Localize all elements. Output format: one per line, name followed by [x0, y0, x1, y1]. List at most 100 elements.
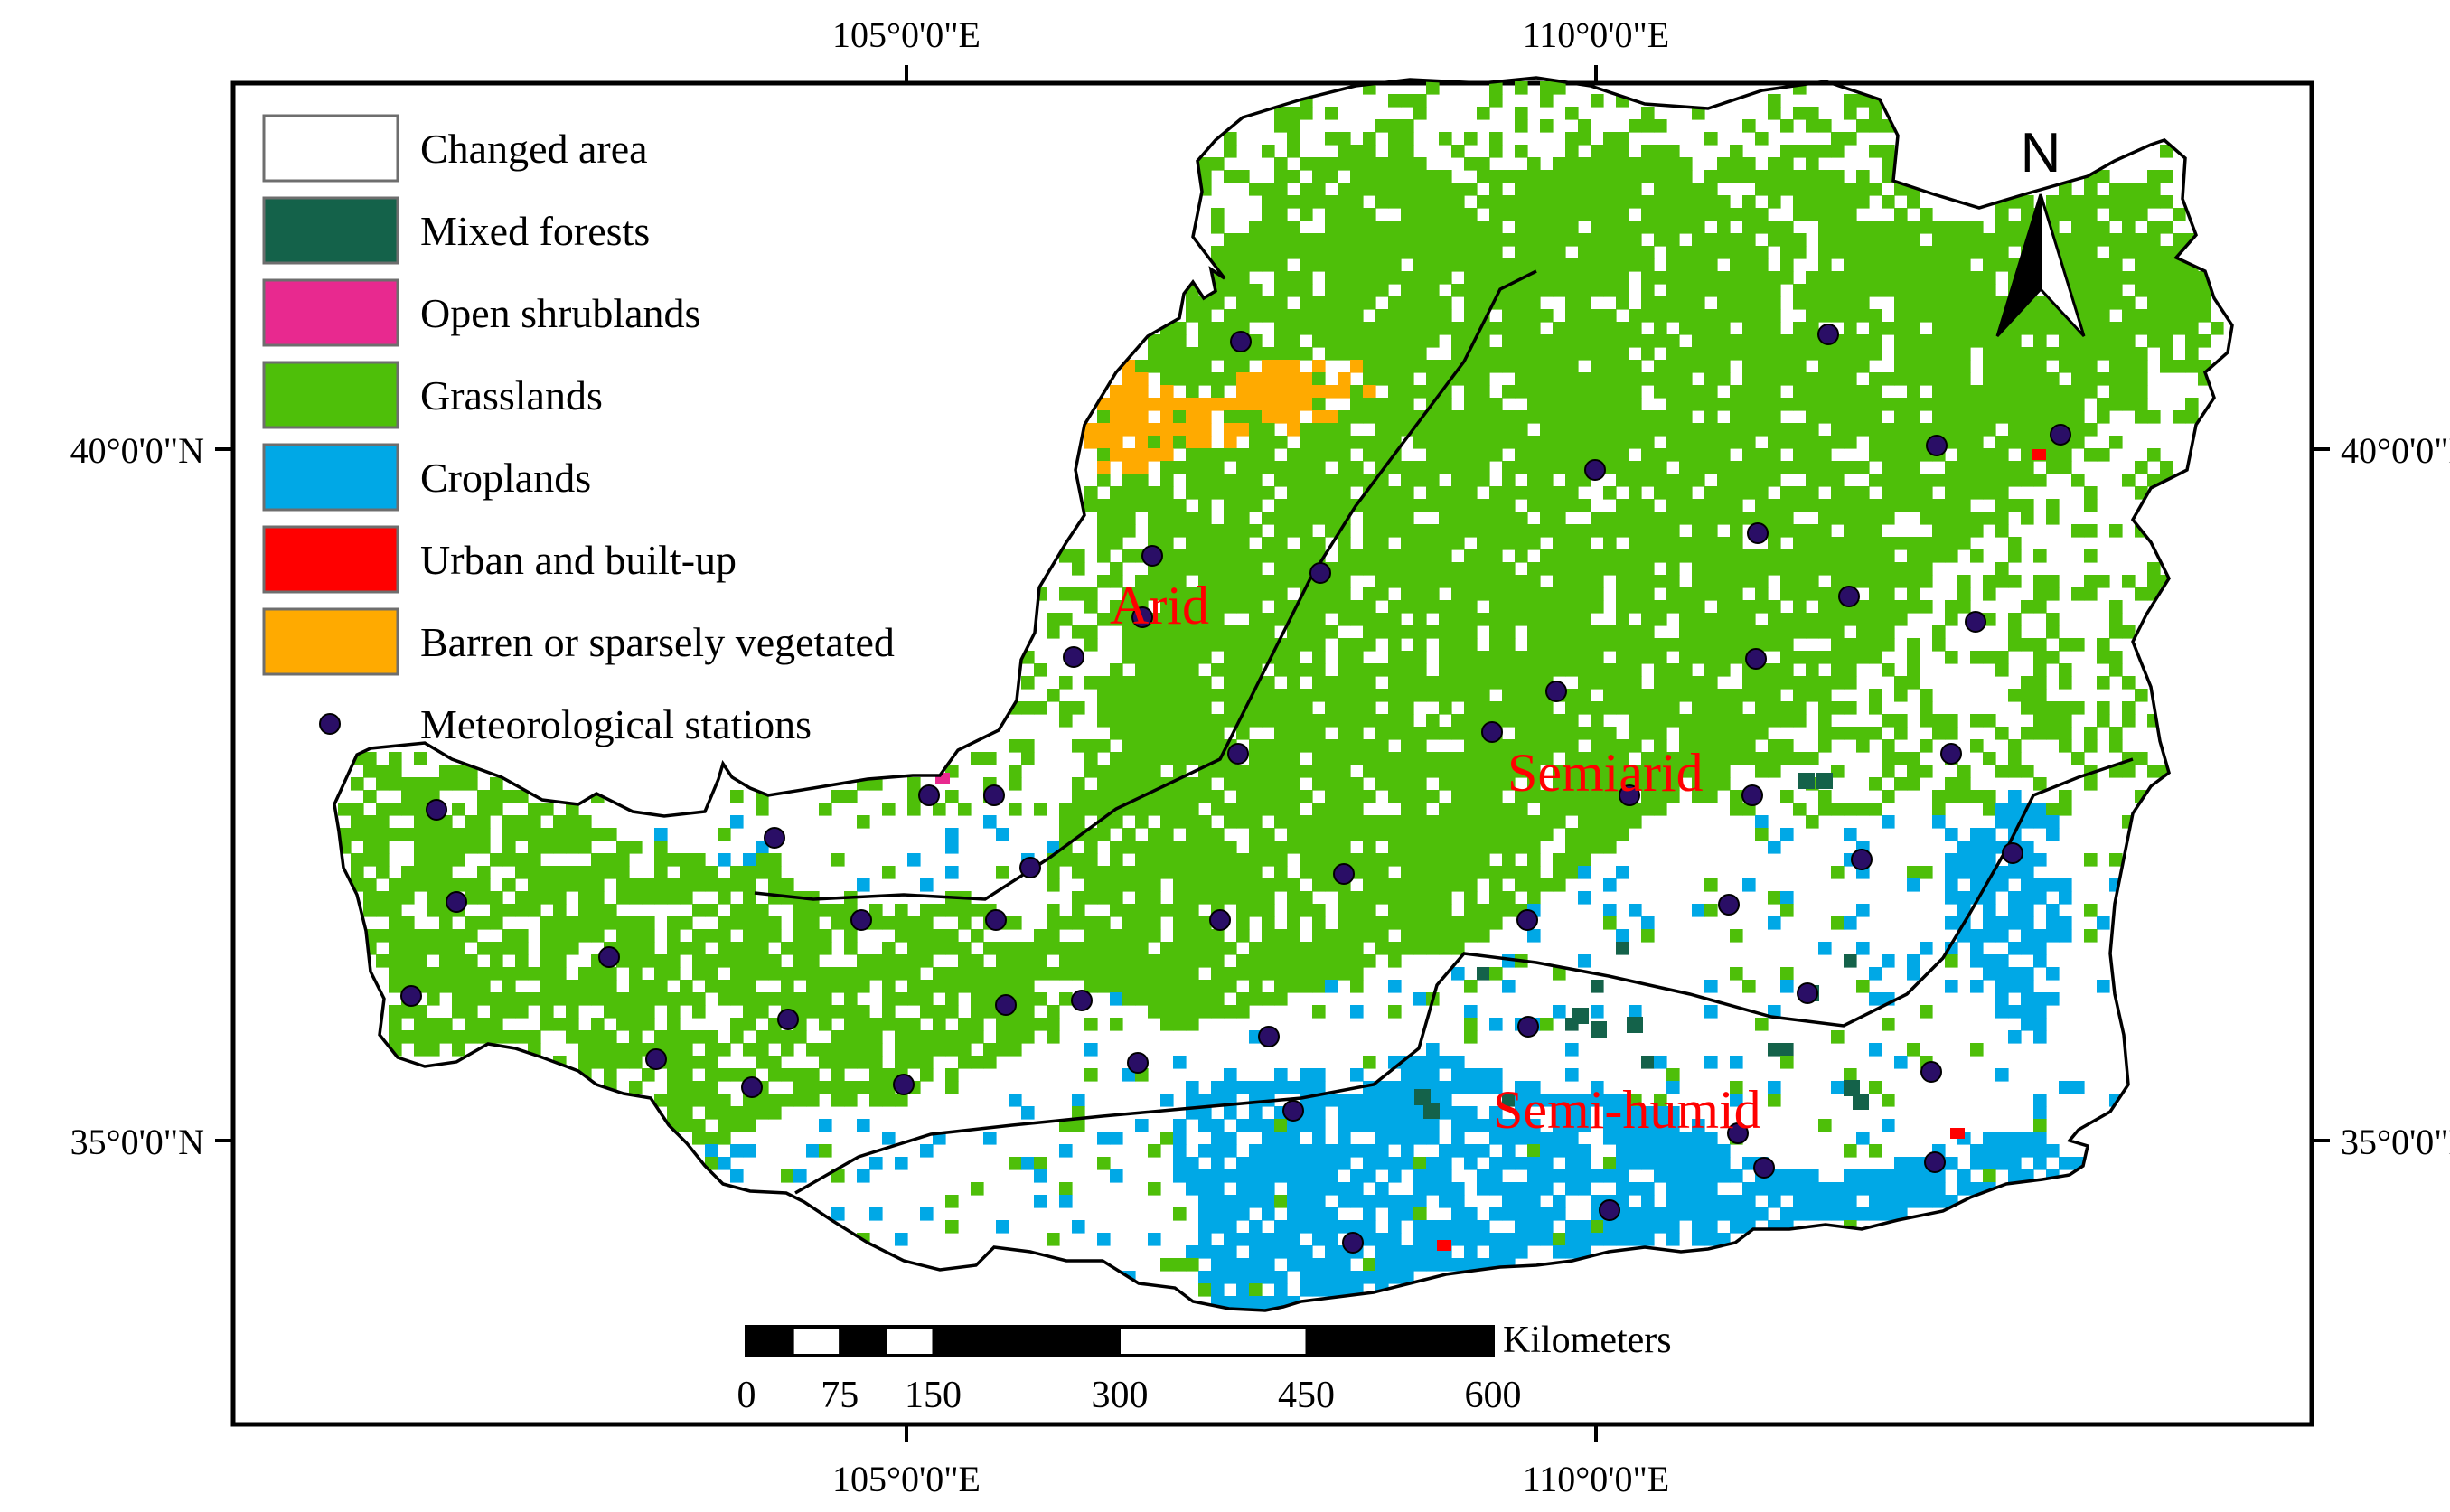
semiarid-semihumid-boundary-south — [794, 757, 2134, 1195]
station-marker — [918, 784, 940, 806]
graticule-right-35n: 35°0'0"N — [2341, 1122, 2450, 1162]
graticule-bottom-110e: 110°0'0"E — [1523, 1459, 1669, 1499]
station-marker — [1851, 849, 1873, 870]
graticule-left-35n: 35°0'0"N — [70, 1122, 204, 1162]
station-marker — [1797, 982, 1818, 1004]
station-marker — [850, 909, 872, 931]
station-marker — [1127, 1052, 1149, 1074]
station-marker — [1019, 857, 1041, 878]
station-marker — [2050, 424, 2071, 446]
station-marker — [645, 1048, 667, 1070]
legend-swatch — [262, 525, 399, 594]
station-marker — [1517, 1016, 1539, 1038]
meteorological-stations-layer — [400, 324, 2071, 1254]
legend-item-urban: Urban and built-up — [262, 525, 737, 594]
legend-label: Barren or sparsely vegetated — [420, 619, 895, 665]
station-marker — [1071, 990, 1093, 1011]
legend-item-open-shrublands: Open shrublands — [262, 278, 700, 347]
legend: Changed area Mixed forests Open shrublands… — [262, 114, 895, 747]
graticule: 105°0'0"E 110°0'0"E 105°0'0"E 110°0'0"E … — [70, 14, 2450, 1499]
station-marker — [1309, 562, 1331, 584]
legend-label: Open shrublands — [420, 290, 700, 336]
legend-swatch — [262, 607, 399, 676]
station-marker — [1131, 606, 1153, 628]
station-marker — [1753, 1157, 1775, 1179]
station-marker — [2002, 842, 2023, 864]
legend-station-dot-icon — [319, 713, 341, 735]
station-marker — [1545, 681, 1567, 702]
scale-bar-segment — [1305, 1326, 1494, 1357]
scale-bar-tick-label: 300 — [1092, 1375, 1149, 1416]
station-marker — [1481, 721, 1503, 743]
legend-swatch — [262, 361, 399, 429]
zone-label-semiarid: Semiarid — [1507, 743, 1704, 803]
station-marker — [1965, 611, 1986, 633]
station-marker — [1584, 459, 1606, 481]
station-marker — [426, 799, 447, 821]
station-marker — [598, 946, 620, 968]
station-marker — [1258, 1026, 1280, 1047]
station-marker — [1745, 648, 1767, 670]
legend-label: Changed area — [420, 126, 648, 172]
graticule-bottom-105e: 105°0'0"E — [832, 1459, 981, 1499]
station-marker — [1727, 1122, 1749, 1144]
station-marker — [1141, 545, 1163, 567]
station-marker — [1920, 1061, 1942, 1083]
scale-bar-segment — [885, 1326, 934, 1357]
station-marker — [1516, 909, 1538, 931]
legend-swatch — [262, 278, 399, 347]
scale-bar-segment — [932, 1326, 1121, 1357]
station-marker — [1063, 646, 1084, 668]
station-marker — [1333, 863, 1355, 885]
scale-bar-tick-label: 450 — [1278, 1375, 1335, 1416]
legend-item-station: Meteorological stations — [319, 701, 812, 747]
legend-item-mixed-forests: Mixed forests — [262, 196, 650, 265]
station-marker — [1230, 331, 1252, 352]
station-marker — [893, 1074, 915, 1095]
scale-bar-segment — [746, 1326, 794, 1357]
graticule-left-40n: 40°0'0"N — [70, 430, 204, 471]
station-marker — [400, 985, 422, 1007]
station-marker — [1817, 324, 1839, 345]
station-marker — [1227, 743, 1249, 765]
legend-label: Croplands — [420, 455, 591, 501]
scale-bar-tick-label: 150 — [905, 1375, 962, 1416]
legend-item-croplands: Croplands — [262, 443, 591, 512]
station-marker — [446, 891, 467, 913]
legend-label: Grasslands — [420, 372, 603, 418]
station-marker — [1209, 909, 1231, 931]
scale-bar-unit: Kilometers — [1503, 1319, 1672, 1361]
land-cover-layer — [338, 81, 2224, 1310]
station-marker — [985, 909, 1007, 931]
north-arrow-icon: N — [1995, 122, 2086, 338]
legend-swatch — [262, 114, 399, 183]
station-marker — [777, 1009, 799, 1030]
scale-bar-tick-label: 0 — [737, 1375, 756, 1416]
station-marker — [1342, 1232, 1364, 1254]
station-marker — [1741, 784, 1763, 806]
station-marker — [1718, 894, 1740, 916]
station-marker — [1282, 1100, 1304, 1122]
loess-plateau-boundary — [333, 76, 2234, 1312]
scale-bar-segment — [1119, 1326, 1308, 1357]
station-marker — [995, 994, 1017, 1016]
scale-bar-tick-label: 75 — [821, 1375, 859, 1416]
legend-swatch — [262, 443, 399, 512]
station-marker — [1940, 743, 1962, 765]
legend-label: Mixed forests — [420, 208, 650, 254]
arid-semiarid-boundary — [754, 269, 1537, 901]
graticule-top-110e: 110°0'0"E — [1523, 14, 1669, 55]
station-marker — [764, 827, 785, 849]
station-marker — [1599, 1199, 1620, 1221]
station-marker — [983, 784, 1005, 806]
station-marker — [1924, 1151, 1946, 1173]
zone-label-semihumid: Semi-humid — [1493, 1080, 1761, 1140]
scale-bar-segment — [792, 1326, 841, 1357]
legend-swatch — [262, 196, 399, 265]
legend-label: Urban and built-up — [420, 537, 737, 583]
station-marker — [1619, 784, 1640, 806]
legend-item-barren: Barren or sparsely vegetated — [262, 607, 895, 676]
scale-bar: Kilometers 0 75 150 300 450 600 — [737, 1319, 1672, 1416]
legend-item-grasslands: Grasslands — [262, 361, 603, 429]
